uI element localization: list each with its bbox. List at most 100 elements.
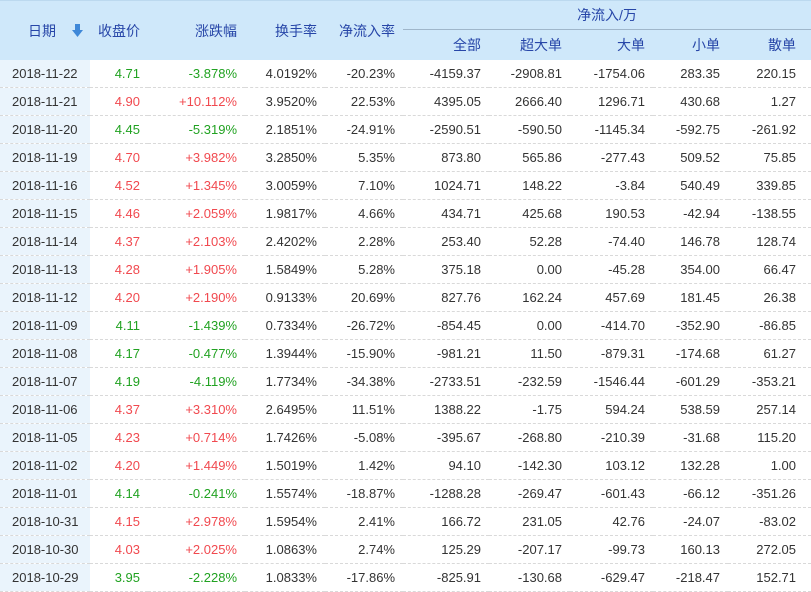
- inflow-retail-cell: 1.27: [728, 87, 811, 116]
- close-cell: 4.20: [90, 283, 148, 312]
- inflow-retail-cell: -351.26: [728, 479, 811, 508]
- date-cell: 2018-11-22: [0, 60, 90, 88]
- turnover-cell: 0.9133%: [245, 283, 325, 312]
- table-row: 2018-11-15 4.46 +2.059% 1.9817% 4.66% 434.71 4…: [0, 199, 811, 228]
- turnover-cell: 1.5849%: [245, 255, 325, 284]
- date-cell: 2018-11-08: [0, 339, 90, 368]
- inflow-all-cell: -2733.51: [403, 367, 489, 396]
- inflow-all-cell: 1024.71: [403, 171, 489, 200]
- column-header-change[interactable]: 涨跌幅: [148, 0, 245, 60]
- inflow-small-cell: -66.12: [653, 479, 728, 508]
- inflow-rate-cell: -5.08%: [325, 423, 403, 452]
- inflow-large-cell: -1546.44: [570, 367, 653, 396]
- inflow-retail-cell: 128.74: [728, 227, 811, 256]
- close-cell: 4.46: [90, 199, 148, 228]
- inflow-rate-cell: 20.69%: [325, 283, 403, 312]
- change-cell: +2.025%: [148, 535, 245, 564]
- column-group-header-net-inflow: 净流入/万: [403, 0, 811, 30]
- inflow-all-cell: -825.91: [403, 563, 489, 592]
- turnover-cell: 1.3944%: [245, 339, 325, 368]
- inflow-small-cell: 509.52: [653, 143, 728, 172]
- inflow-large-cell: 42.76: [570, 507, 653, 536]
- inflow-all-cell: 94.10: [403, 451, 489, 480]
- column-header-date[interactable]: 日期: [0, 0, 90, 60]
- close-cell: 4.20: [90, 451, 148, 480]
- inflow-small-cell: 538.59: [653, 395, 728, 424]
- change-cell: +10.112%: [148, 87, 245, 116]
- inflow-large-cell: 190.53: [570, 199, 653, 228]
- inflow-small-cell: 354.00: [653, 255, 728, 284]
- inflow-large-cell: 1296.71: [570, 87, 653, 116]
- date-cell: 2018-11-14: [0, 227, 90, 256]
- date-cell: 2018-11-01: [0, 479, 90, 508]
- close-cell: 4.11: [90, 311, 148, 340]
- inflow-large-cell: -414.70: [570, 311, 653, 340]
- turnover-cell: 3.2850%: [245, 143, 325, 172]
- close-cell: 3.95: [90, 563, 148, 592]
- close-cell: 4.28: [90, 255, 148, 284]
- inflow-retail-cell: 272.05: [728, 535, 811, 564]
- inflow-super-large-cell: 11.50: [489, 339, 570, 368]
- date-cell: 2018-11-07: [0, 367, 90, 396]
- change-cell: +1.449%: [148, 451, 245, 480]
- column-header-turnover[interactable]: 换手率: [245, 0, 325, 60]
- inflow-large-cell: -1754.06: [570, 60, 653, 88]
- inflow-large-cell: -99.73: [570, 535, 653, 564]
- change-cell: -2.228%: [148, 563, 245, 592]
- inflow-rate-cell: -18.87%: [325, 479, 403, 508]
- table-row: 2018-10-29 3.95 -2.228% 1.0833% -17.86% -825.…: [0, 563, 811, 592]
- inflow-super-large-cell: 425.68: [489, 199, 570, 228]
- inflow-rate-cell: -20.23%: [325, 60, 403, 88]
- change-cell: -0.241%: [148, 479, 245, 508]
- column-header-date-label: 日期: [28, 22, 56, 39]
- change-cell: +2.059%: [148, 199, 245, 228]
- change-cell: +2.978%: [148, 507, 245, 536]
- table-row: 2018-11-13 4.28 +1.905% 1.5849% 5.28% 375.18 0…: [0, 255, 811, 284]
- inflow-all-cell: 1388.22: [403, 395, 489, 424]
- table-row: 2018-10-30 4.03 +2.025% 1.0863% 2.74% 125.29-…: [0, 535, 811, 564]
- column-header-inflow-small[interactable]: 小单: [653, 29, 728, 60]
- table-header: 日期 收盘价 涨跌幅 换手率 净流入率 净流入/万 全部 超大单 大单 小单 散…: [0, 0, 811, 60]
- column-header-inflow-rate[interactable]: 净流入率: [325, 0, 403, 60]
- inflow-retail-cell: 61.27: [728, 339, 811, 368]
- close-cell: 4.14: [90, 479, 148, 508]
- date-cell: 2018-11-09: [0, 311, 90, 340]
- inflow-super-large-cell: 162.24: [489, 283, 570, 312]
- turnover-cell: 1.5954%: [245, 507, 325, 536]
- inflow-small-cell: -174.68: [653, 339, 728, 368]
- table-row: 2018-11-02 4.20 +1.449% 1.5019% 1.42% 94.10 -1…: [0, 451, 811, 480]
- inflow-large-cell: 103.12: [570, 451, 653, 480]
- inflow-super-large-cell: -268.80: [489, 423, 570, 452]
- inflow-rate-cell: 5.35%: [325, 143, 403, 172]
- inflow-small-cell: -218.47: [653, 563, 728, 592]
- table-row: 2018-11-19 4.70 +3.982% 3.2850% 5.35% 873.80 5…: [0, 143, 811, 172]
- inflow-all-cell: -4159.37: [403, 60, 489, 88]
- inflow-super-large-cell: -142.30: [489, 451, 570, 480]
- inflow-retail-cell: 66.47: [728, 255, 811, 284]
- date-cell: 2018-11-13: [0, 255, 90, 284]
- column-header-inflow-large[interactable]: 大单: [570, 29, 653, 60]
- inflow-small-cell: -24.07: [653, 507, 728, 536]
- close-cell: 4.03: [90, 535, 148, 564]
- inflow-small-cell: -601.29: [653, 367, 728, 396]
- table-row: 2018-11-20 4.45 -5.319% 2.1851% -24.91% -2590…: [0, 115, 811, 144]
- turnover-cell: 4.0192%: [245, 60, 325, 88]
- inflow-large-cell: -277.43: [570, 143, 653, 172]
- column-header-inflow-retail[interactable]: 散单: [728, 29, 811, 60]
- column-header-inflow-super-large[interactable]: 超大单: [489, 29, 570, 60]
- inflow-all-cell: 827.76: [403, 283, 489, 312]
- table-row: 2018-11-21 4.90 +10.112% 3.9520% 22.53% 4395.…: [0, 87, 811, 116]
- inflow-retail-cell: -83.02: [728, 507, 811, 536]
- column-header-close[interactable]: 收盘价: [90, 0, 148, 60]
- inflow-super-large-cell: 231.05: [489, 507, 570, 536]
- inflow-large-cell: -45.28: [570, 255, 653, 284]
- close-cell: 4.37: [90, 395, 148, 424]
- inflow-all-cell: 166.72: [403, 507, 489, 536]
- inflow-retail-cell: -86.85: [728, 311, 811, 340]
- close-cell: 4.70: [90, 143, 148, 172]
- column-header-inflow-all[interactable]: 全部: [403, 29, 489, 60]
- turnover-cell: 1.5574%: [245, 479, 325, 508]
- turnover-cell: 1.0863%: [245, 535, 325, 564]
- date-cell: 2018-10-31: [0, 507, 90, 536]
- close-cell: 4.45: [90, 115, 148, 144]
